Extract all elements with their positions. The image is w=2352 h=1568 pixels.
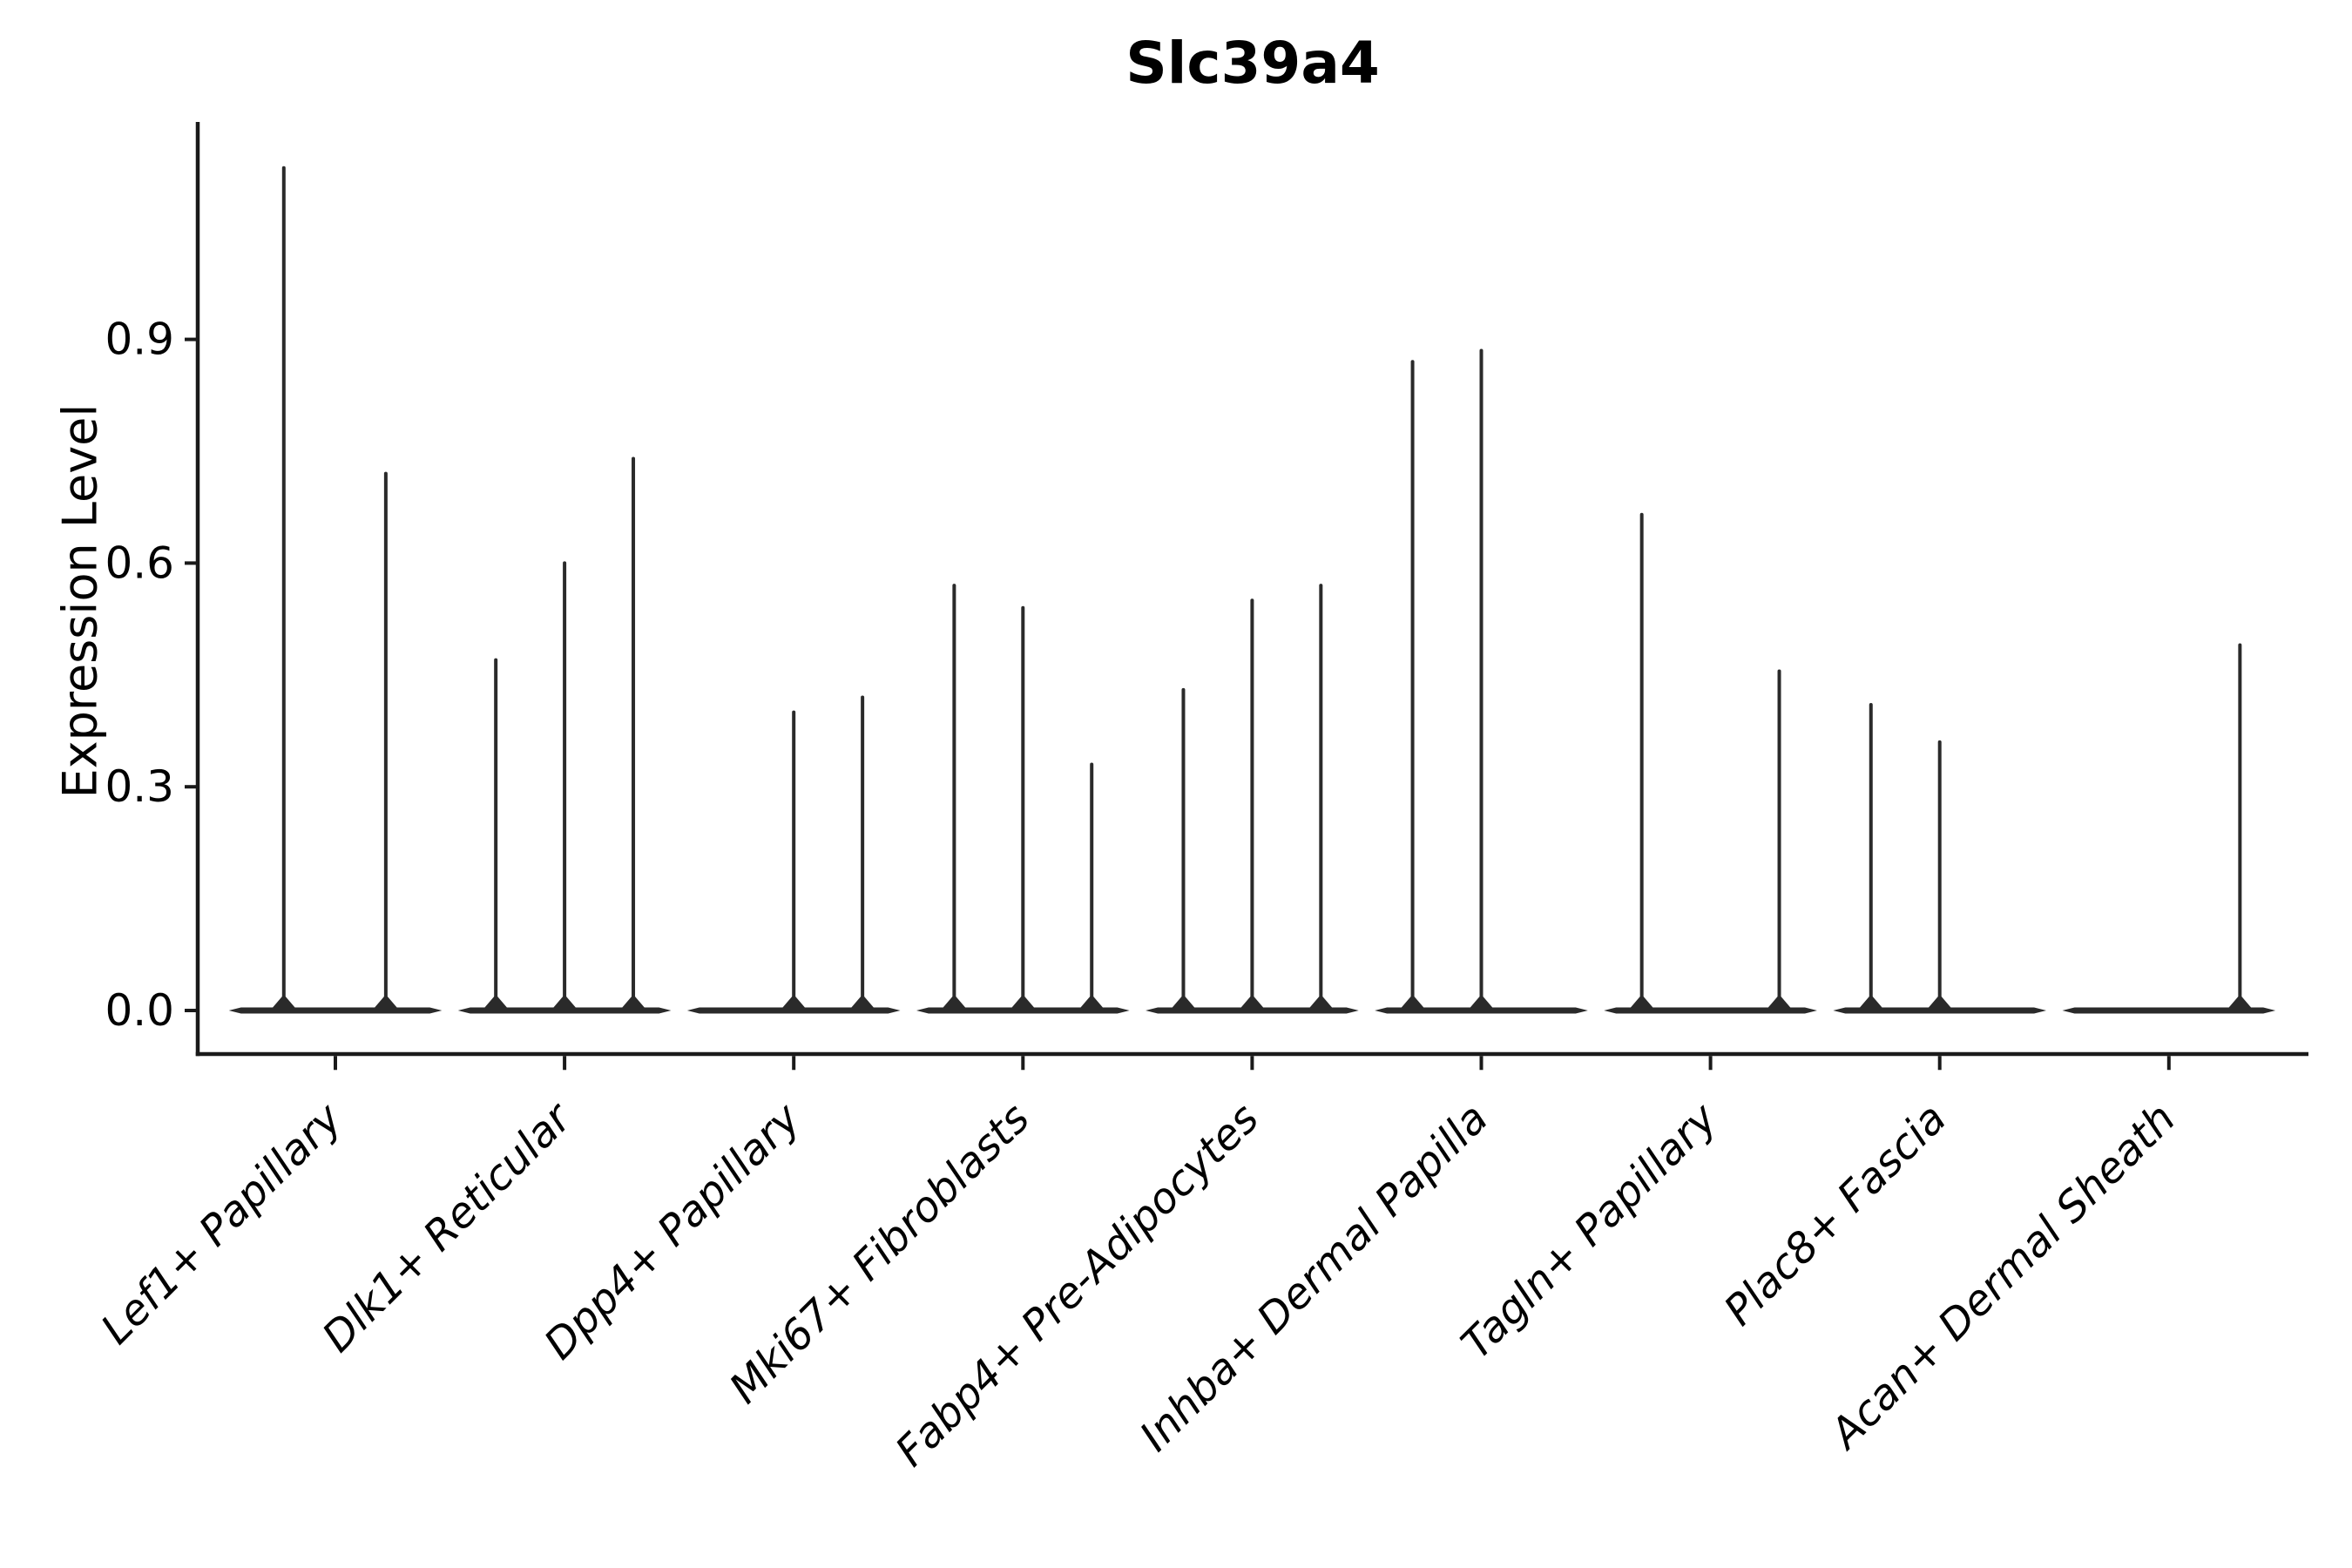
violin-group: [1833, 703, 2047, 1014]
violin-group: [686, 695, 901, 1014]
x-axis-label: Tagln+ Papillary: [1452, 1093, 1727, 1369]
y-axis-tick-label: 0.6: [105, 537, 174, 588]
y-axis-tick-label: 0.0: [105, 985, 174, 1036]
violin-group: [2062, 643, 2276, 1014]
violin-group: [1604, 512, 1817, 1014]
x-axis-label: Lef1+ Papillary: [91, 1093, 352, 1354]
y-axis-tick-label: 0.9: [105, 314, 174, 365]
x-axis-label: Dlk1+ Reticular: [313, 1092, 583, 1362]
violin-group: [1146, 584, 1359, 1014]
x-axis-label: Dpp4+ Papillary: [535, 1093, 810, 1369]
x-axis-label: Plac8+ Fascia: [1715, 1094, 1957, 1335]
chart-title: Slc39a4: [1125, 30, 1380, 97]
x-axis-label: Fabp4+ Pre-Adipocytes: [886, 1094, 1268, 1477]
violin-base: [2062, 1007, 2276, 1014]
y-axis-title: Expression Level: [52, 403, 108, 799]
violin-base: [228, 1007, 443, 1014]
violin-group: [916, 584, 1130, 1014]
violin-group: [228, 166, 443, 1014]
y-axis-tick-label: 0.3: [105, 761, 174, 812]
violin-base: [1604, 1007, 1817, 1014]
violin-group: [1375, 348, 1588, 1014]
violin-group: [457, 456, 672, 1014]
